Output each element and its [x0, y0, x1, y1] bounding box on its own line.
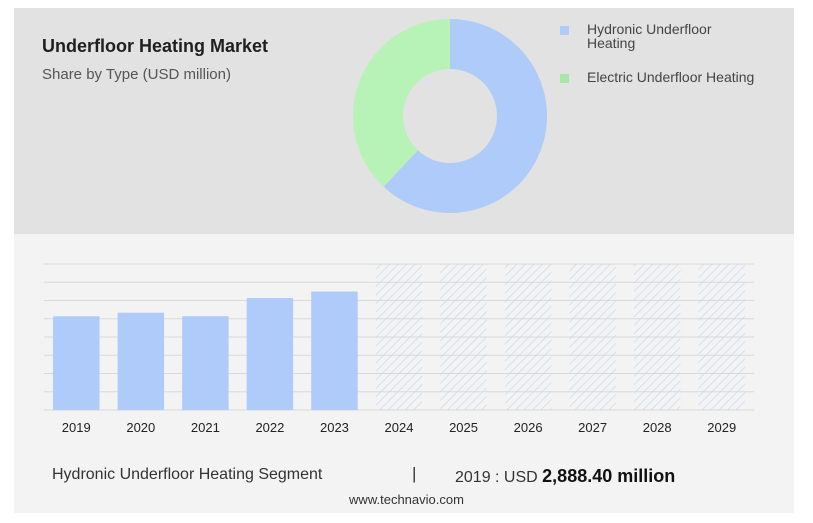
bar-chart: 2019 2020 2021 2022 2023 2024 2025 2026 2027 2028… [44, 263, 754, 435]
bar-2022 [246, 298, 294, 410]
bar-2019 [53, 316, 100, 410]
forecast-bar-2024 [375, 264, 423, 410]
forecast-bar-2025 [440, 264, 487, 410]
x-tick-label-2019: 2019 [62, 420, 91, 435]
legend-swatch-electric [560, 74, 569, 83]
x-tick-label-2022: 2022 [255, 420, 284, 435]
x-tick-label-2028: 2028 [643, 420, 672, 435]
legend-item-electric: Electric Underfloor Heating [560, 70, 757, 84]
x-tick-label-2025: 2025 [449, 420, 478, 435]
donut-slice-hydronic-underfloor-heating [383, 19, 547, 213]
legend-item-hydronic: Hydronic Underfloor Heating [560, 22, 757, 50]
legend-label-hydronic: Hydronic Underfloor Heating [587, 21, 712, 51]
donut-chart [353, 19, 547, 213]
forecast-bar-2029 [698, 264, 745, 410]
bar-2020 [117, 312, 165, 410]
legend-swatch-hydronic [560, 26, 569, 35]
footer-separator: | [412, 464, 417, 483]
x-tick-label-2026: 2026 [514, 420, 543, 435]
chart-subtitle: Share by Type (USD million) [42, 66, 231, 83]
source-link[interactable]: www.technavio.com [349, 492, 464, 507]
footer-segment-label: Hydronic Underfloor Heating Segment [52, 466, 323, 483]
donut-slice-electric-underfloor-heating [353, 19, 450, 187]
x-tick-label-2023: 2023 [320, 420, 349, 435]
bar-2023 [311, 291, 358, 410]
footer-value-amount: 2,888.40 million [542, 466, 676, 486]
forecast-bar-2026 [504, 264, 552, 410]
forecast-bar-2028 [633, 264, 681, 410]
x-tick-label-2027: 2027 [578, 420, 607, 435]
legend-label-electric: Electric Underfloor Heating [587, 69, 755, 85]
footer-year-prefix: 2019 : USD [455, 469, 538, 486]
x-tick-label-2024: 2024 [385, 420, 414, 435]
x-tick-label-2021: 2021 [191, 420, 220, 435]
x-tick-label-2029: 2029 [707, 420, 736, 435]
forecast-bar-2027 [569, 264, 616, 410]
chart-title: Underfloor Heating Market [42, 36, 269, 56]
x-tick-label-2020: 2020 [126, 420, 155, 435]
bar-2021 [182, 316, 229, 410]
footer-value: 2019 : USD 2,888.40 million [455, 466, 675, 487]
